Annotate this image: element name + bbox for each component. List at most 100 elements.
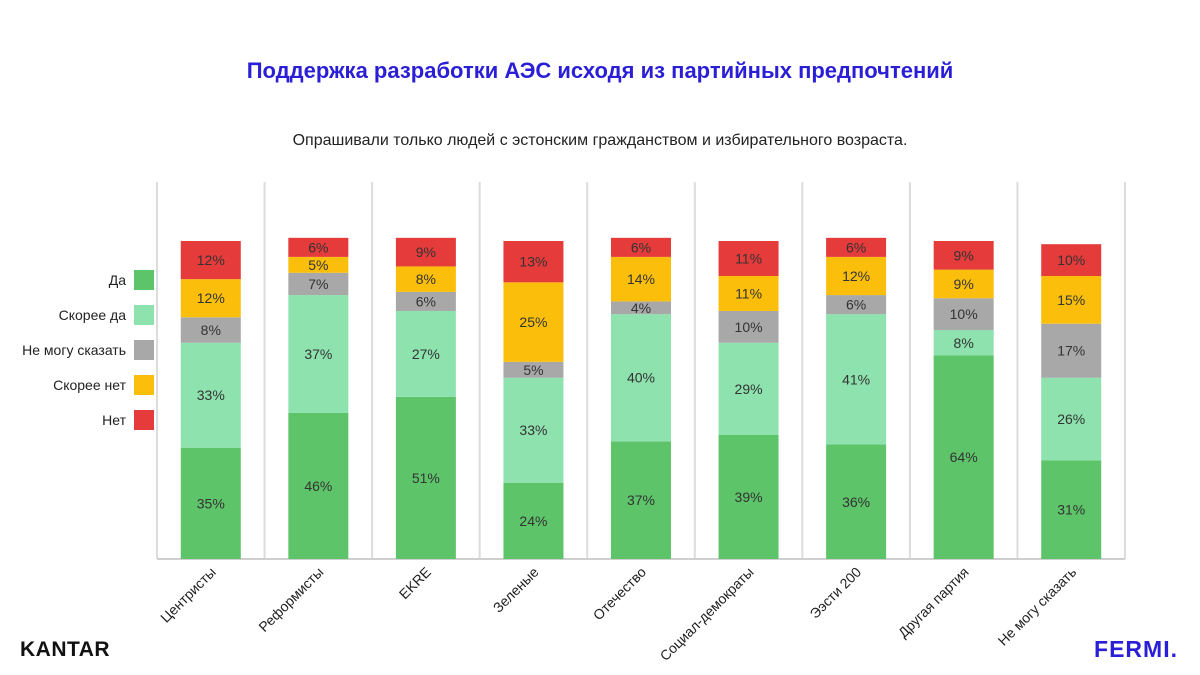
data-label: 64% xyxy=(950,449,978,465)
data-label: 6% xyxy=(631,239,651,255)
bar-segment xyxy=(395,291,456,311)
bar-segment xyxy=(288,237,349,257)
data-label: 5% xyxy=(308,257,328,273)
data-label: 17% xyxy=(1057,343,1085,359)
bar-segment xyxy=(180,279,241,318)
data-label: 37% xyxy=(627,492,655,508)
bar-segment xyxy=(933,330,994,356)
legend-swatch xyxy=(134,270,154,290)
data-label: 35% xyxy=(197,495,225,511)
bar-segment xyxy=(288,272,349,296)
data-label: 25% xyxy=(519,314,547,330)
bar-segment xyxy=(718,342,779,435)
bar-segment xyxy=(288,295,349,413)
bar-segment xyxy=(1041,377,1102,461)
data-label: 4% xyxy=(631,300,651,316)
bar-segment xyxy=(718,241,779,276)
x-tick-label: Не могу сказать xyxy=(995,564,1080,649)
data-label: 31% xyxy=(1057,502,1085,518)
bar-segment xyxy=(503,241,564,283)
x-tick-label: Зеленые xyxy=(490,564,542,616)
bar-segment xyxy=(718,310,779,343)
legend-label: Да xyxy=(108,272,126,288)
bar-segment xyxy=(933,241,994,270)
data-label: 6% xyxy=(846,297,866,313)
data-label: 9% xyxy=(954,247,974,263)
x-tick-label: Отечество xyxy=(590,564,650,624)
x-tick-label: Ээсти 200 xyxy=(806,564,864,622)
legend-swatch xyxy=(134,340,154,360)
data-label: 29% xyxy=(735,381,763,397)
data-label: 8% xyxy=(954,335,974,351)
data-label: 10% xyxy=(950,306,978,322)
x-tick-label: Реформисты xyxy=(255,564,326,635)
fermi-logo: FERMI. xyxy=(1094,636,1178,662)
legend-swatch xyxy=(134,375,154,395)
bar-segment xyxy=(180,447,241,559)
data-label: 11% xyxy=(735,250,762,266)
bar-segment xyxy=(611,256,671,302)
legend-label: Скорее нет xyxy=(53,377,126,393)
bar-segment xyxy=(611,314,671,442)
chart-title: Поддержка разработки АЭС исходя из парти… xyxy=(246,58,954,83)
bar-segment xyxy=(395,266,456,292)
data-label: 40% xyxy=(627,370,655,386)
bar-segment xyxy=(826,237,887,257)
x-tick-label: Другая партия xyxy=(895,564,972,641)
bar-segment xyxy=(718,434,779,559)
legend-swatch xyxy=(134,410,154,430)
data-label: 9% xyxy=(416,244,436,260)
x-tick-label: Центристы xyxy=(157,564,219,626)
data-label: 27% xyxy=(412,346,440,362)
data-label: 8% xyxy=(201,322,221,338)
bar-segment xyxy=(180,342,241,448)
data-label: 8% xyxy=(416,271,436,287)
data-label: 12% xyxy=(842,268,870,284)
data-label: 10% xyxy=(735,319,763,335)
bar-segment xyxy=(1041,460,1102,559)
bar-segment xyxy=(611,301,671,315)
bar-segment xyxy=(503,282,564,362)
data-label: 13% xyxy=(519,254,547,270)
legend-item: Скорее нет xyxy=(0,375,156,395)
bar-segment xyxy=(826,256,887,296)
bar-segment xyxy=(503,361,564,378)
legend-label: Нет xyxy=(102,412,126,428)
bar-segment xyxy=(288,412,349,559)
data-label: 9% xyxy=(954,276,974,292)
data-label: 33% xyxy=(197,387,225,403)
bar-segment xyxy=(611,237,671,257)
bar-segment xyxy=(933,355,994,559)
bar-segment xyxy=(395,396,456,559)
data-label: 14% xyxy=(627,271,655,287)
bar-segment xyxy=(1041,275,1102,324)
x-tick-label: EKRE xyxy=(396,564,434,602)
legend-item: Да xyxy=(0,270,156,290)
data-label: 15% xyxy=(1057,292,1085,308)
legend-item: Нет xyxy=(0,410,156,430)
data-label: 12% xyxy=(197,252,225,268)
kantar-logo: KANTAR xyxy=(20,638,111,661)
data-label: 5% xyxy=(523,362,543,378)
bar-segment xyxy=(180,241,241,280)
data-label: 10% xyxy=(1057,252,1085,268)
data-label: 41% xyxy=(842,371,870,387)
chart-subtitle: Опрашивали только людей с эстонским граж… xyxy=(292,132,908,149)
data-label: 6% xyxy=(846,239,866,255)
bar-segment xyxy=(718,275,779,311)
bar-segment xyxy=(933,298,994,331)
bar-segment xyxy=(611,441,671,559)
data-label: 24% xyxy=(519,513,547,529)
bar-segment xyxy=(503,377,564,483)
bar-segment xyxy=(826,314,887,445)
data-label: 6% xyxy=(416,293,436,309)
x-tick-label: Социал-демократы xyxy=(657,564,757,664)
bar-segment xyxy=(503,482,564,559)
bar-segment xyxy=(1041,244,1102,276)
bar-segment xyxy=(933,269,994,299)
legend-item: Скорее да xyxy=(0,305,156,325)
data-label: 7% xyxy=(308,276,328,292)
data-label: 46% xyxy=(304,478,332,494)
bar-segment xyxy=(395,237,456,267)
